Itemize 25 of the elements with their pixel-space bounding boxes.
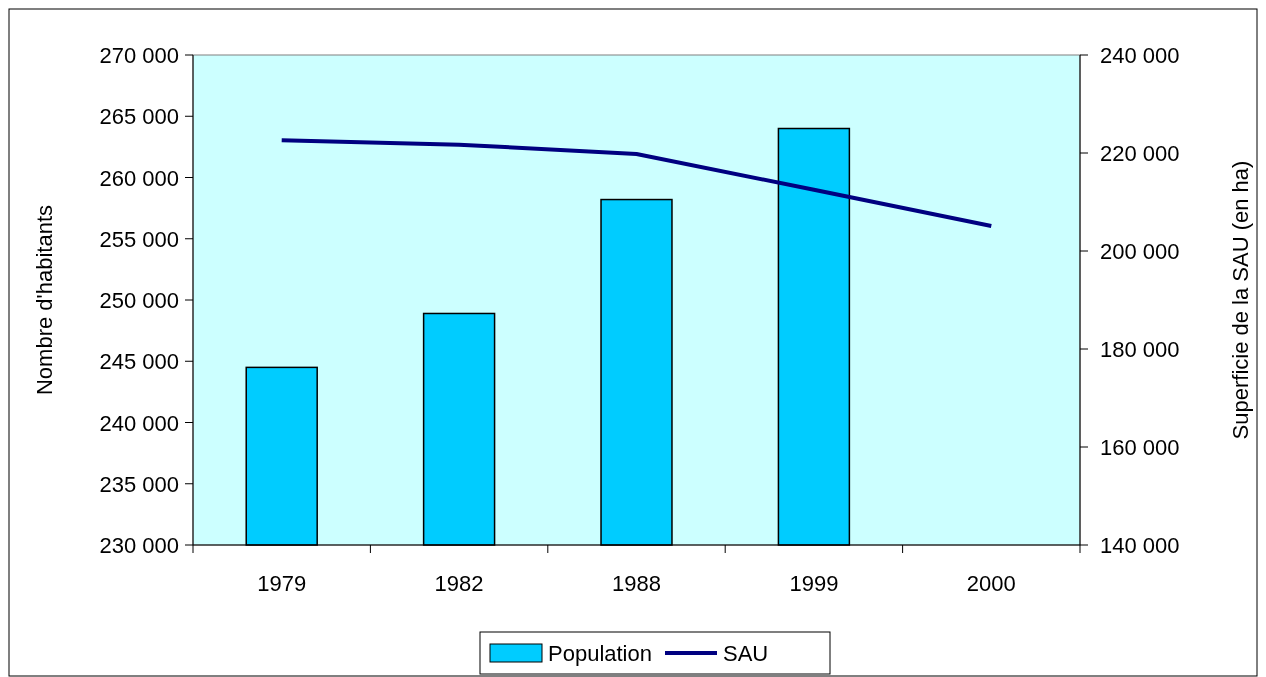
y-tick-label: 235 000 [99,471,179,497]
y2-tick-label: 220 000 [1100,141,1180,166]
y-tick-label: 270 000 [99,43,179,68]
y-tick-label: 260 000 [99,165,179,191]
y-tick-label: 245 000 [99,349,179,375]
legend-label: SAU [723,641,769,666]
x-tick-label: 1988 [612,571,661,596]
x-tick-label: 1979 [257,571,307,596]
y2-axis-title: Superficie de la SAU (en ha) [1228,160,1253,440]
y2-tick-label: 240 000 [1100,43,1180,68]
y2-tick-label: 140 000 [1100,533,1180,558]
y2-tick-label: 200 000 [1100,239,1180,264]
y-tick-label: 240 000 [99,410,179,436]
y-tick-label: 255 000 [99,226,179,252]
y2-tick-label: 180 000 [1100,337,1180,362]
legend-label: Population [548,641,652,666]
y-tick-label: 230 000 [99,533,179,558]
line-series [279,138,994,229]
y2-tick-label: 160 000 [1100,435,1180,460]
x-tick-label: 2000 [966,571,1016,596]
x-tick-label: 1999 [789,571,839,596]
y-tick-label: 265 000 [99,104,179,130]
y-tick-label: 250 000 [99,288,179,313]
y-axis-title: Nombre d'habitants [32,204,57,396]
x-tick-label: 1982 [434,571,484,596]
